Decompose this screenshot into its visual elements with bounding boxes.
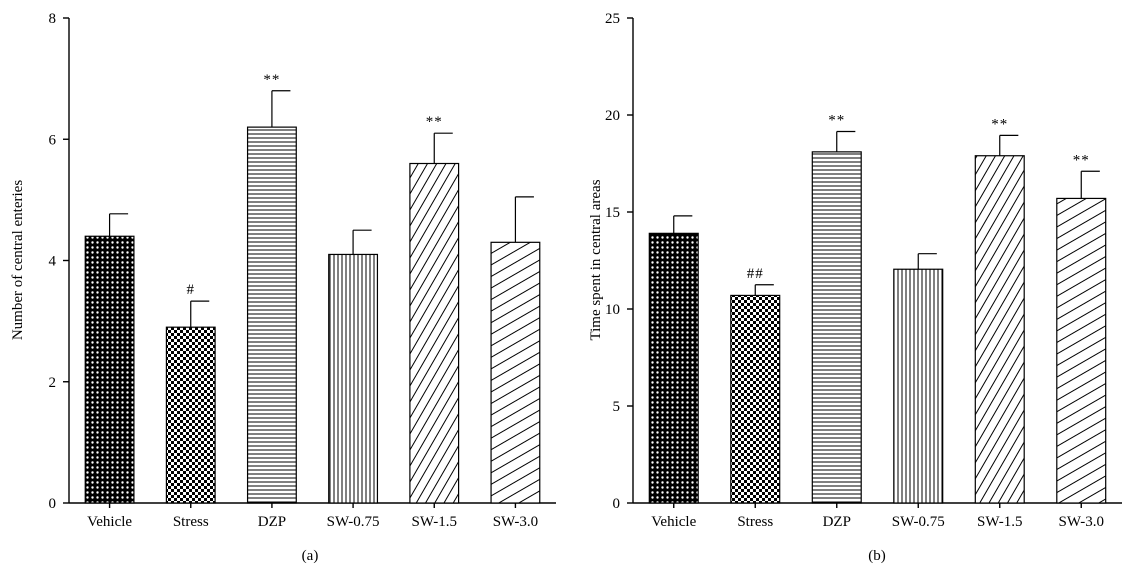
y-tick-label: 4 <box>49 254 57 270</box>
y-ticks: 0 5 10 15 20 25 <box>605 11 633 512</box>
bars: ## ** ** ** <box>648 112 1107 504</box>
significance-marker: ** <box>263 72 280 88</box>
bar-sw-1-5 <box>974 155 1025 504</box>
significance-marker: # <box>187 282 196 298</box>
y-tick-label: 5 <box>613 399 621 415</box>
x-tick-label: SW-3.0 <box>493 514 538 530</box>
significance-marker: ** <box>991 116 1008 132</box>
y-tick-label: 0 <box>49 496 57 512</box>
x-tick-label: Vehicle <box>87 514 132 530</box>
x-tick-label: SW-1.5 <box>412 514 457 530</box>
panel-label: (a) <box>302 548 319 564</box>
x-tick-label: SW-0.75 <box>327 514 380 530</box>
significance-marker: ** <box>426 114 443 130</box>
y-axis-title: Number of central enteries <box>10 180 26 341</box>
significance-marker: ## <box>747 266 764 282</box>
bar-sw-3-0 <box>490 241 541 504</box>
y-tick-label: 2 <box>49 375 57 391</box>
x-tick-label: Stress <box>173 514 209 530</box>
x-tick-label: DZP <box>823 514 851 530</box>
y-tick-label: 6 <box>49 132 57 148</box>
bar-sw-3-0 <box>1056 197 1107 504</box>
bars: # ** ** <box>84 72 541 504</box>
bar-stress <box>730 294 781 504</box>
x-tick-label: SW-3.0 <box>1059 514 1104 530</box>
x-tick-label: Stress <box>737 514 773 530</box>
bar-vehicle <box>648 232 699 504</box>
x-tick-label: SW-0.75 <box>892 514 945 530</box>
y-tick-label: 8 <box>49 11 57 27</box>
y-ticks: 0 2 4 6 8 <box>49 11 69 512</box>
significance-marker: ** <box>1073 152 1090 168</box>
panel-label: (b) <box>868 548 886 564</box>
bar-sw-1-5 <box>409 162 460 504</box>
bar-vehicle <box>84 235 135 504</box>
category-labels: Vehicle Stress DZP SW-0.75 SW-1.5 SW-3.0 <box>651 503 1104 530</box>
y-tick-label: 20 <box>605 108 620 124</box>
y-tick-label: 0 <box>613 496 621 512</box>
y-tick-label: 15 <box>605 205 620 221</box>
panel-a: 0 2 4 6 8 # ** ** Vehicle Stress DZP SW-0.75 SW-1.… <box>10 11 556 564</box>
x-tick-label: Vehicle <box>651 514 696 530</box>
bar-sw-0-75 <box>893 268 944 504</box>
y-tick-label: 25 <box>605 11 620 27</box>
category-labels: Vehicle Stress DZP SW-0.75 SW-1.5 SW-3.0 <box>87 503 538 530</box>
bar-sw-0-75 <box>328 253 379 504</box>
y-tick-label: 10 <box>605 302 620 318</box>
x-tick-label: SW-1.5 <box>977 514 1022 530</box>
x-tick-label: DZP <box>258 514 286 530</box>
significance-marker: ** <box>828 112 845 128</box>
bar-dzp <box>246 126 297 504</box>
y-axis-title: Time spent in central areas <box>588 179 604 340</box>
bar-stress <box>165 326 216 504</box>
bar-dzp <box>811 151 862 504</box>
panel-b: 0 5 10 15 20 25 ## ** ** ** Vehicle Stress DZP SW-0… <box>588 11 1122 564</box>
